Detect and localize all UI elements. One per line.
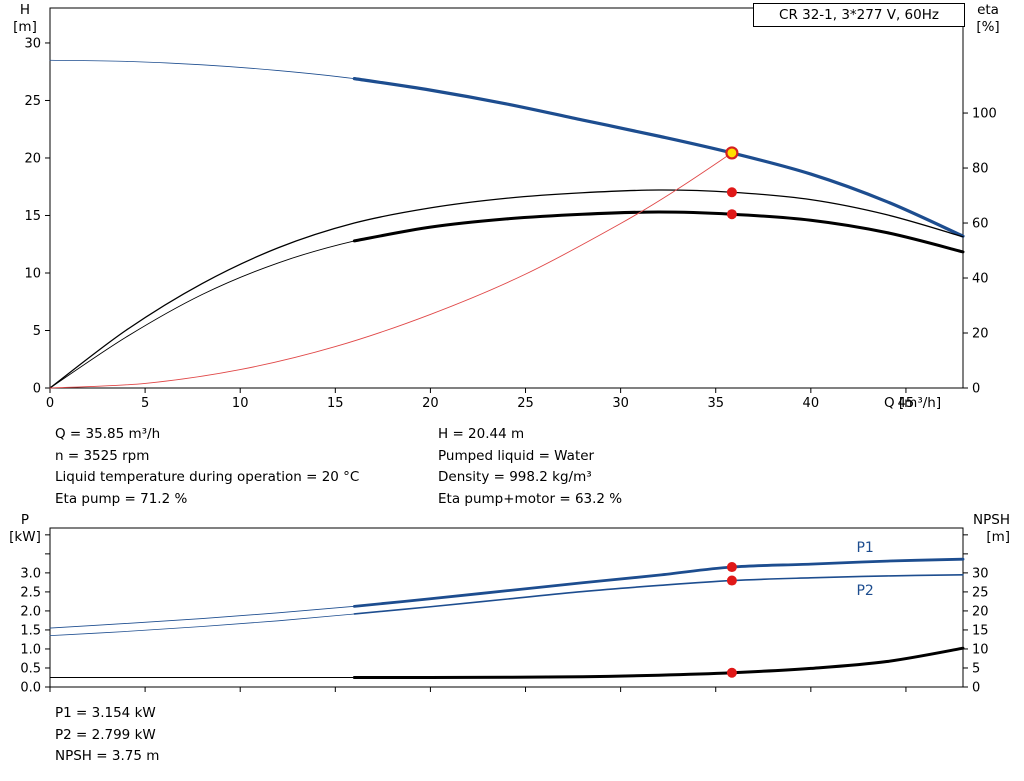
info-eta-pump: Eta pump = 71.2 %: [55, 490, 188, 507]
svg-text:P1: P1: [856, 540, 873, 556]
info-flow: Q = 35.85 m³/h: [55, 426, 161, 442]
svg-text:3.0: 3.0: [20, 566, 41, 581]
svg-text:1.0: 1.0: [20, 642, 41, 657]
pump-title-label: CR 32-1, 3*277 V, 60Hz: [779, 7, 939, 23]
svg-text:40: 40: [803, 396, 820, 411]
info-density: Density = 998.2 kg/m³: [438, 469, 592, 486]
svg-text:10: 10: [232, 396, 249, 411]
info-p2: P2 = 2.799 kW: [55, 726, 156, 743]
eta-axis-symbol: eta: [977, 2, 999, 18]
head-axis-title: H [m]: [6, 2, 44, 36]
svg-text:30: 30: [972, 566, 989, 581]
svg-text:5: 5: [33, 324, 41, 339]
info-speed: n = 3525 rpm: [55, 447, 150, 464]
head-axis-unit: [m]: [13, 19, 37, 35]
svg-text:20: 20: [24, 151, 41, 166]
svg-text:0: 0: [972, 681, 980, 696]
svg-text:100: 100: [972, 107, 997, 122]
svg-text:5: 5: [141, 396, 149, 411]
duty-info-left-column: Q = 35.85 m³/h n = 3525 rpm Liquid tempe…: [55, 424, 359, 510]
svg-text:45: 45: [898, 396, 915, 411]
svg-text:15: 15: [972, 623, 989, 638]
svg-text:15: 15: [24, 209, 41, 224]
power-axis-unit: [kW]: [9, 529, 41, 545]
power-axis-title: P [kW]: [4, 512, 46, 546]
svg-text:35: 35: [707, 396, 724, 411]
svg-text:0: 0: [46, 396, 54, 411]
svg-text:30: 30: [24, 36, 41, 51]
svg-text:40: 40: [972, 272, 989, 287]
svg-text:15: 15: [327, 396, 344, 411]
svg-text:2.0: 2.0: [20, 604, 41, 619]
npsh-axis-unit: [m]: [986, 529, 1010, 545]
info-head: H = 20.44 m: [438, 426, 525, 442]
svg-text:20: 20: [972, 604, 989, 619]
duty-info-right-column: H = 20.44 m Pumped liquid = Water Densit…: [438, 424, 622, 510]
svg-text:10: 10: [24, 266, 41, 281]
svg-text:60: 60: [972, 217, 989, 232]
svg-text:0.5: 0.5: [20, 661, 41, 676]
eta-axis-unit: [%]: [976, 19, 1000, 35]
svg-text:30: 30: [612, 396, 629, 411]
svg-text:80: 80: [972, 162, 989, 177]
info-npsh: NPSH = 3.75 m: [55, 748, 160, 765]
npsh-axis-title: NPSH [m]: [960, 512, 1010, 546]
npsh-axis-symbol: NPSH: [973, 512, 1010, 528]
svg-text:2.5: 2.5: [20, 585, 41, 600]
info-pumped-liquid: Pumped liquid = Water: [438, 447, 595, 464]
info-eta-pump-motor: Eta pump+motor = 63.2 %: [438, 490, 623, 507]
svg-text:0: 0: [972, 382, 980, 397]
svg-text:25: 25: [972, 585, 989, 600]
svg-text:5: 5: [972, 661, 980, 676]
flow-axis-title: Q [m³/h]: [884, 395, 942, 411]
power-axis-symbol: P: [20, 512, 30, 528]
svg-text:25: 25: [24, 94, 41, 109]
svg-text:1.5: 1.5: [20, 623, 41, 638]
info-p1: P1 = 3.154 kW: [55, 705, 156, 721]
svg-text:10: 10: [972, 642, 989, 657]
svg-text:25: 25: [517, 396, 534, 411]
svg-text:0: 0: [33, 382, 41, 397]
head-axis-symbol: H: [19, 2, 31, 18]
power-info-column: P1 = 3.154 kW P2 = 2.799 kW NPSH = 3.75 …: [55, 703, 159, 768]
svg-text:0.0: 0.0: [20, 681, 41, 696]
svg-text:20: 20: [422, 396, 439, 411]
svg-text:20: 20: [972, 327, 989, 342]
eta-axis-title: eta [%]: [966, 2, 1010, 36]
info-liquid-temperature: Liquid temperature during operation = 20…: [55, 469, 360, 486]
svg-text:P2: P2: [856, 583, 873, 599]
pump-title-box: CR 32-1, 3*277 V, 60Hz: [753, 3, 965, 27]
